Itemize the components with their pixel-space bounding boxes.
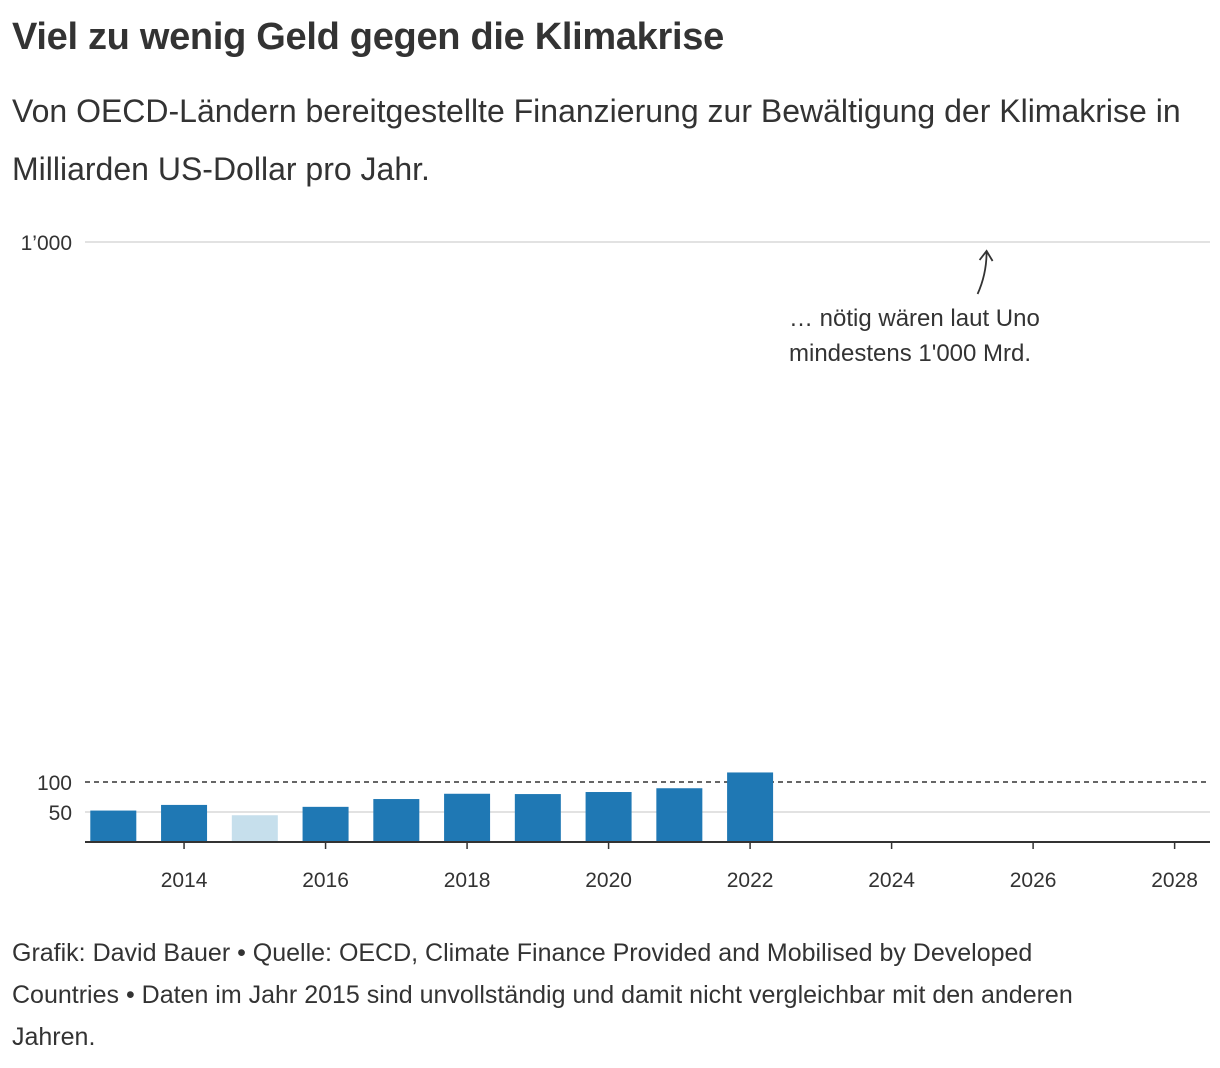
x-tick-label: 2022 <box>727 869 774 892</box>
x-tick-label: 2020 <box>585 869 632 892</box>
chart-subtitle: Von OECD-Ländern bereitgestellte Finanzi… <box>12 93 1181 187</box>
bar-2021 <box>656 788 703 842</box>
x-tick-label: 2014 <box>161 869 208 892</box>
bar-2015 <box>231 815 278 842</box>
annotation-text-line: … nötig wären laut Uno <box>789 305 1040 332</box>
y-tick-label: 1’000 <box>21 232 72 255</box>
x-tick-label: 2024 <box>868 869 915 892</box>
bar-2020 <box>585 792 632 842</box>
x-tick-label: 2016 <box>302 869 349 892</box>
annotation-layer: … nötig wären laut Uno mindestens 1'000 M… <box>789 249 1040 367</box>
bar-2017 <box>373 799 420 842</box>
grid-layer <box>85 241 1210 813</box>
annotation-arrow <box>976 251 988 295</box>
bar-2018 <box>444 793 491 842</box>
bar-chart: 50 100 1’000 2014 2016 2018 2020 2022 2024 2026 20… <box>21 232 1210 892</box>
y-tick-label: 100 <box>37 772 72 795</box>
x-tick-label: 2028 <box>1151 869 1198 892</box>
chart-footer: Grafik: David Bauer • Quelle: OECD, Clim… <box>12 939 1073 1051</box>
x-tick-label: 2018 <box>444 869 491 892</box>
bar-2019 <box>514 794 561 842</box>
y-tick-label: 50 <box>49 802 72 825</box>
bar-layer <box>90 772 774 842</box>
axis-layer: 50 100 1’000 2014 2016 2018 2020 2022 2024 2026 20… <box>21 232 1210 892</box>
bar-2013 <box>90 810 137 842</box>
annotation-arrowhead <box>978 249 994 262</box>
bar-2016 <box>302 806 349 842</box>
bar-2014 <box>161 804 208 842</box>
annotation-text-line: mindestens 1'000 Mrd. <box>789 340 1031 367</box>
x-tick-label: 2026 <box>1010 869 1057 892</box>
chart-title: Viel zu wenig Geld gegen die Klimakrise <box>12 16 724 58</box>
bar-2022 <box>727 772 774 842</box>
